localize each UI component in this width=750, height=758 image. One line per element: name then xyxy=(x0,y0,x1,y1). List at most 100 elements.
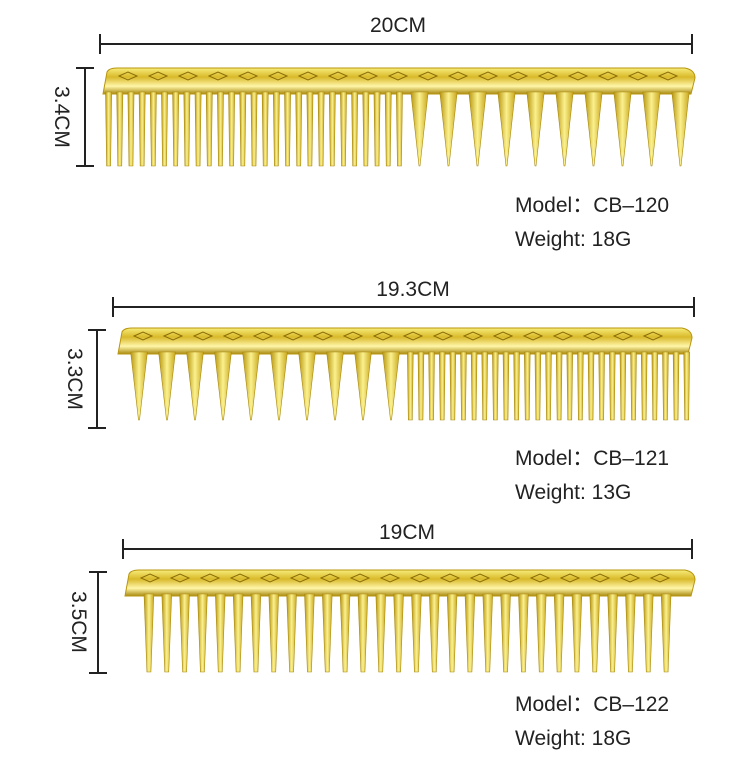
comb-tooth xyxy=(481,351,488,421)
comb-tooth xyxy=(197,593,208,673)
comb-tooth xyxy=(354,351,372,421)
length-label: 20CM xyxy=(370,14,426,37)
comb-ornament xyxy=(559,573,581,583)
comb-ornament xyxy=(267,71,289,81)
comb-tooth xyxy=(161,91,168,167)
comb-tooth xyxy=(518,593,529,673)
comb-tooth xyxy=(373,91,381,167)
comb-tooth xyxy=(268,593,279,673)
comb-ornament xyxy=(477,71,499,81)
comb-tooth xyxy=(446,593,458,673)
comb-ornament xyxy=(627,71,649,81)
comb-tooth xyxy=(642,91,661,167)
comb-tooth xyxy=(662,351,669,421)
comb-tooth xyxy=(261,91,269,167)
comb-ornament xyxy=(139,573,161,583)
comb-ornament xyxy=(469,573,491,583)
comb-ornament xyxy=(199,573,221,583)
comb-tooth xyxy=(439,91,458,167)
comb-ornament xyxy=(439,573,461,583)
comb-tooth xyxy=(449,351,457,421)
comb-tooth xyxy=(228,91,236,167)
comb-tooth xyxy=(357,593,369,673)
comb-tooth xyxy=(609,351,616,421)
comb-ornament xyxy=(282,331,304,341)
comb-tooth xyxy=(598,351,605,421)
comb-tooth xyxy=(339,593,351,673)
comb-ornament xyxy=(649,573,671,583)
comb-ornament xyxy=(522,331,544,341)
comb-tooth xyxy=(317,91,325,167)
comb-tooth xyxy=(232,593,244,673)
comb-tooth xyxy=(214,351,232,421)
comb-tooth xyxy=(545,351,552,421)
product-1: 20CM 3.4CM Model：CB–120 Weight: 18G xyxy=(50,14,696,251)
comb-tooth xyxy=(683,351,690,421)
product-2: 19.3CM 3.3CM Model：CB–121 Weight: 13G xyxy=(63,278,695,504)
comb-ornament xyxy=(312,331,334,341)
comb-ornament xyxy=(462,331,484,341)
comb-ornament xyxy=(117,71,139,81)
comb-tooth xyxy=(429,593,440,673)
comb-tooth xyxy=(158,351,176,421)
comb-tooth xyxy=(183,91,191,167)
comb-tooth xyxy=(671,91,690,167)
comb-ornament xyxy=(379,573,401,583)
comb-tooth xyxy=(407,351,414,421)
comb-ornament xyxy=(612,331,634,341)
comb-image xyxy=(124,569,696,673)
comb-ornament xyxy=(259,573,281,583)
comb-ornament xyxy=(289,573,311,583)
comb-ornament xyxy=(402,331,424,341)
comb-ornament xyxy=(642,331,664,341)
comb-ornament xyxy=(529,573,551,583)
comb-tooth xyxy=(672,351,680,421)
comb-ornament xyxy=(499,573,521,583)
comb-tooth xyxy=(322,593,333,673)
comb-tooth xyxy=(607,593,618,673)
weight-label: Weight: 18G xyxy=(515,228,631,251)
comb-tooth xyxy=(143,593,155,673)
comb-tooth xyxy=(130,351,148,421)
comb-tooth xyxy=(242,351,260,421)
comb-tooth xyxy=(526,91,545,167)
comb-ornament xyxy=(252,331,274,341)
comb-ornament xyxy=(192,331,214,341)
model-label: Model：CB–120 xyxy=(515,194,669,217)
comb-ornament xyxy=(492,331,514,341)
comb-spine xyxy=(102,67,696,95)
comb-tooth xyxy=(215,593,226,673)
comb-tooth xyxy=(286,593,297,673)
comb-tooth xyxy=(284,91,291,167)
comb-tooth xyxy=(186,351,204,421)
comb-ornament xyxy=(582,331,604,341)
comb-tooth xyxy=(411,593,422,673)
weight-label: Weight: 13G xyxy=(515,481,631,504)
comb-tooth xyxy=(306,91,314,167)
comb-tooth xyxy=(492,351,499,421)
product-3: 19CM 3.5CM Model：CB–122 Weight: 18G xyxy=(67,521,696,750)
comb-tooth xyxy=(127,91,135,167)
comb-spine xyxy=(117,327,693,355)
comb-tooth xyxy=(640,351,648,421)
comb-tooth xyxy=(295,91,303,167)
length-label: 19.3CM xyxy=(376,278,450,301)
comb-ornament xyxy=(132,331,154,341)
comb-tooth xyxy=(534,351,542,421)
comb-tooth xyxy=(613,91,632,167)
comb-ornament xyxy=(177,71,199,81)
comb-tooth xyxy=(625,593,636,673)
comb-tooth xyxy=(393,593,404,673)
comb-tooth xyxy=(250,91,258,167)
comb-tooth xyxy=(482,593,493,673)
comb-tooth xyxy=(384,91,392,167)
comb-tooth xyxy=(396,91,403,167)
comb-tooth xyxy=(116,91,124,167)
comb-tooth xyxy=(468,91,487,167)
comb-tooth xyxy=(497,91,516,167)
comb-tooth xyxy=(571,593,583,673)
comb-tooth xyxy=(417,351,425,421)
comb-ornament xyxy=(342,331,364,341)
comb-tooth xyxy=(270,351,288,421)
